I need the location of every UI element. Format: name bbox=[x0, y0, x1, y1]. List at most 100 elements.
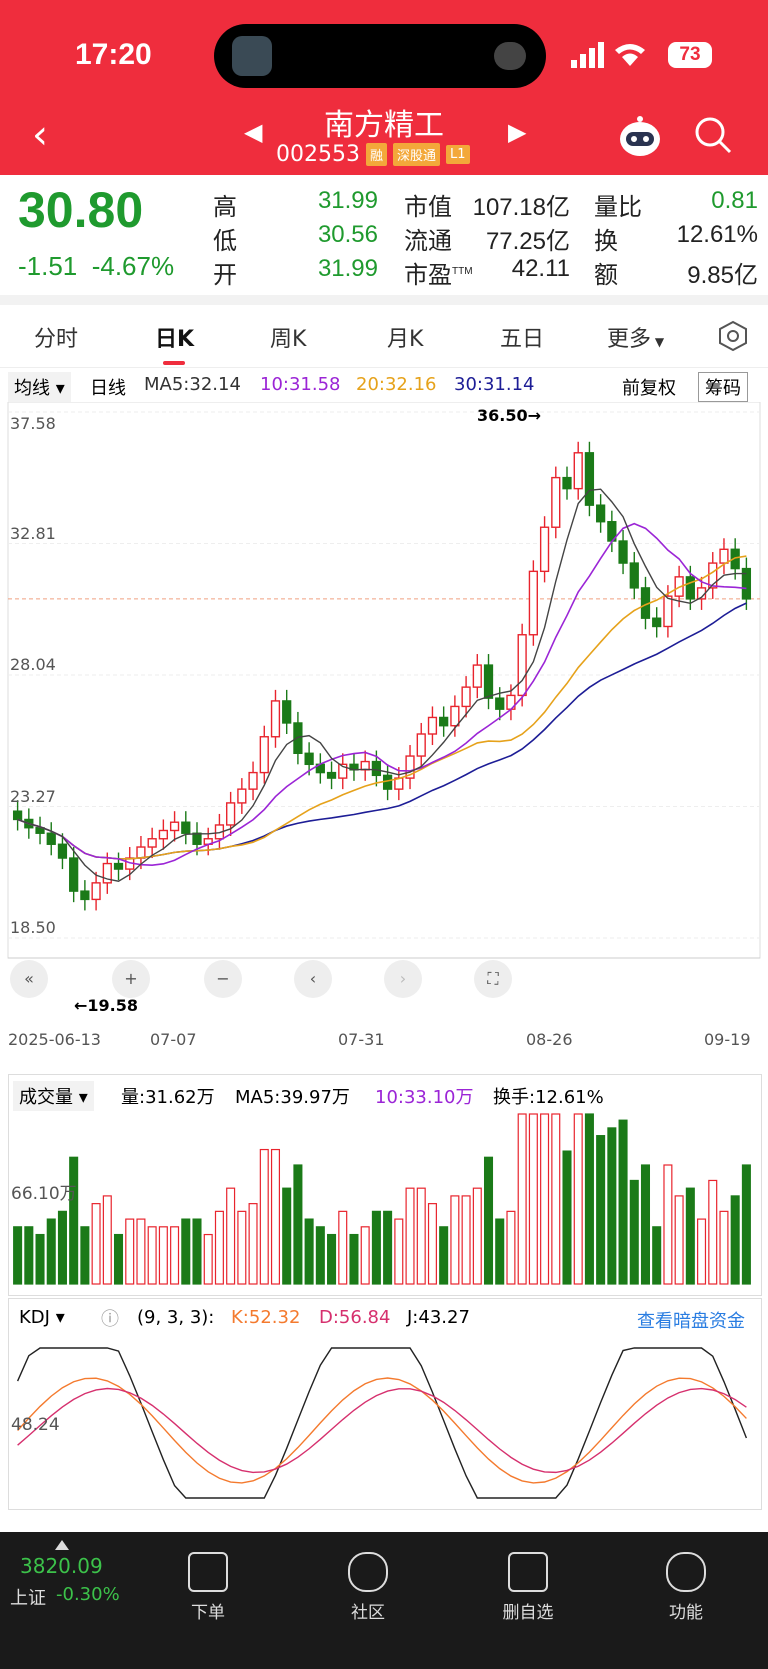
nav-order[interactable]: 下单 bbox=[168, 1552, 248, 1623]
open-label: 开 bbox=[213, 262, 237, 289]
candle-body bbox=[12, 810, 23, 821]
kline-chart bbox=[7, 402, 761, 1499]
candle-body bbox=[326, 771, 337, 779]
top-bar: 17:20 73 ‹ ◀ 南方精工 ▶ 002553 融 深股通 深股通 L1 bbox=[0, 0, 768, 175]
rewind-icon[interactable]: « bbox=[10, 960, 48, 998]
volume-bar bbox=[674, 1195, 684, 1285]
candle-body bbox=[719, 548, 729, 564]
scroll-left-icon[interactable]: ‹ bbox=[294, 960, 332, 998]
volume-bar bbox=[596, 1135, 606, 1285]
volume-bar bbox=[427, 1203, 437, 1285]
candle-body bbox=[304, 752, 314, 766]
tab-five-day[interactable]: 五日 bbox=[500, 327, 545, 352]
candle-body bbox=[730, 548, 740, 570]
ma-selector[interactable]: 均线 ▾ bbox=[8, 372, 71, 402]
low-value: 30.56 bbox=[317, 221, 378, 248]
tab-monthly-k[interactable]: 月K bbox=[387, 327, 424, 352]
volume-bar bbox=[394, 1218, 404, 1285]
last-price: 30.80 bbox=[18, 182, 144, 238]
kdj-d: D:56.84 bbox=[319, 1307, 391, 1328]
volume-bar bbox=[181, 1218, 191, 1285]
camera-icon bbox=[494, 42, 526, 70]
candle-body bbox=[439, 716, 449, 727]
ma-legend: 均线 ▾ 日线 MA5:32.14 10:31.58 20:32.16 30:3… bbox=[8, 372, 760, 402]
next-stock-button[interactable]: ▶ bbox=[508, 118, 527, 146]
kdj-selector[interactable]: KDJ ▾ bbox=[19, 1307, 65, 1328]
zoom-out-icon[interactable]: − bbox=[204, 960, 242, 998]
tab-daily-k[interactable]: 日K bbox=[155, 327, 195, 352]
x-tick-label: 09-19 bbox=[704, 1030, 751, 1049]
tab-more[interactable]: 更多 ▼ bbox=[607, 321, 664, 353]
volume-y-tick: 66.10万 bbox=[11, 1184, 77, 1204]
y-tick-label: 28.04 bbox=[10, 655, 56, 674]
chart-area bbox=[7, 402, 761, 1499]
volume-bar bbox=[719, 1210, 729, 1285]
help-icon[interactable]: ⓘ bbox=[101, 1309, 119, 1330]
kdj-k-line bbox=[17, 1377, 747, 1484]
candle-body bbox=[461, 686, 471, 708]
candle-body bbox=[382, 774, 393, 790]
status-time: 17:20 bbox=[75, 38, 152, 71]
amount-label: 额 bbox=[594, 262, 618, 289]
volume-bar bbox=[136, 1218, 146, 1285]
candle-body bbox=[226, 802, 236, 826]
volume-panel: 成交量 ▾ 量:31.62万 MA5:39.97万 10:33.10万 换手:1… bbox=[8, 1074, 762, 1296]
fullscreen-icon[interactable]: ⛶ bbox=[474, 960, 512, 998]
volume-bar bbox=[147, 1226, 157, 1285]
nav-community[interactable]: 社区 bbox=[328, 1552, 408, 1623]
nav-remove-watchlist[interactable]: 删自选 bbox=[488, 1552, 568, 1623]
volume-bar bbox=[270, 1148, 281, 1285]
volume-bar bbox=[203, 1233, 213, 1285]
tab-intraday[interactable]: 分时 bbox=[34, 327, 79, 352]
volume-bar bbox=[304, 1218, 314, 1285]
prev-stock-button[interactable]: ◀ bbox=[244, 118, 263, 146]
candle-body bbox=[741, 567, 752, 600]
x-tick-label: 07-07 bbox=[150, 1030, 197, 1049]
candle-body bbox=[35, 827, 45, 834]
kdj-d-line bbox=[17, 1387, 747, 1474]
back-button[interactable]: ‹ bbox=[32, 112, 48, 158]
candle-body bbox=[282, 700, 292, 724]
candle-body bbox=[46, 832, 56, 845]
index-arrow-icon bbox=[55, 1540, 69, 1550]
volume-bar bbox=[237, 1210, 247, 1285]
adjust-mode[interactable]: 前复权 bbox=[622, 378, 676, 399]
candle-body bbox=[270, 700, 281, 738]
chip-button[interactable]: 筹码 bbox=[698, 372, 748, 402]
nav-community-label: 社区 bbox=[351, 1603, 385, 1623]
nav-functions[interactable]: 功能 bbox=[646, 1552, 726, 1623]
stock-code-row: 002553 融 深股通 深股通 L1 bbox=[276, 142, 470, 167]
robot-assistant-icon[interactable] bbox=[615, 115, 665, 159]
candle-body bbox=[147, 838, 157, 848]
volume-bar bbox=[483, 1156, 494, 1285]
dark-pool-link[interactable]: 查看暗盘资金 bbox=[637, 1311, 745, 1332]
float-label: 流通 bbox=[404, 228, 452, 255]
settings-hex-icon[interactable] bbox=[716, 319, 750, 353]
candle-body bbox=[450, 705, 460, 727]
scroll-right-icon[interactable]: › bbox=[384, 960, 422, 998]
candle-body bbox=[629, 562, 639, 589]
candle-body bbox=[91, 882, 101, 901]
candle-body bbox=[663, 595, 673, 628]
order-icon bbox=[188, 1552, 228, 1592]
volume-bar bbox=[91, 1203, 101, 1285]
candle-body bbox=[192, 832, 202, 845]
candle-body bbox=[427, 716, 438, 735]
candle-body bbox=[181, 821, 191, 834]
tab-weekly-k[interactable]: 周K bbox=[270, 327, 307, 352]
candle-body bbox=[248, 771, 258, 790]
community-icon bbox=[348, 1552, 388, 1592]
volume-selector[interactable]: 成交量 ▾ bbox=[13, 1081, 94, 1111]
search-icon[interactable] bbox=[693, 115, 733, 155]
kdj-k: K:52.32 bbox=[231, 1307, 301, 1328]
candle-body bbox=[80, 890, 90, 901]
zoom-in-icon[interactable]: + bbox=[112, 960, 150, 998]
candle-body bbox=[69, 857, 79, 892]
candle-body bbox=[158, 829, 168, 840]
volume-bar bbox=[192, 1218, 202, 1285]
volume-bar bbox=[584, 1113, 594, 1285]
candle-body bbox=[259, 736, 269, 774]
kline-frame bbox=[7, 402, 761, 959]
volume-bar bbox=[730, 1195, 740, 1285]
candle-body bbox=[102, 862, 112, 884]
